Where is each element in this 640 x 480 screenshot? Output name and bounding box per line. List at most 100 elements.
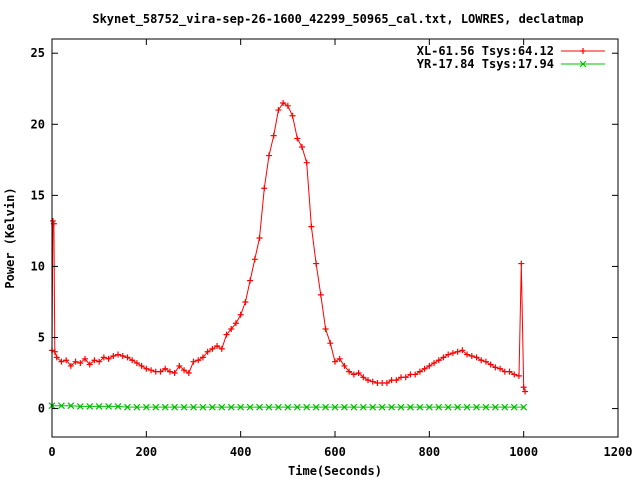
series-line-1	[51, 102, 526, 392]
data-point-series-1	[185, 370, 192, 377]
data-point-series-1	[322, 325, 329, 332]
data-point-series-2	[274, 403, 282, 411]
data-point-series-2	[227, 403, 235, 411]
data-point-series-1	[511, 371, 518, 378]
data-point-series-2	[510, 403, 518, 411]
data-point-series-1	[492, 364, 499, 371]
data-point-series-1	[327, 340, 334, 347]
data-point-series-1	[506, 368, 513, 375]
y-tick-label: 20	[31, 117, 45, 131]
data-point-series-2	[369, 403, 377, 411]
data-point-series-2	[501, 403, 509, 411]
data-point-series-2	[520, 403, 528, 411]
data-point-series-1	[482, 358, 489, 365]
data-point-series-1	[143, 365, 150, 372]
data-point-series-1	[431, 360, 438, 367]
data-point-series-2	[171, 403, 179, 411]
data-point-series-2	[359, 403, 367, 411]
data-point-series-1	[67, 362, 74, 369]
data-point-series-1	[237, 311, 244, 318]
data-point-series-1	[251, 256, 258, 263]
data-point-series-1	[58, 358, 65, 365]
data-point-series-2	[473, 403, 480, 411]
data-point-series-1	[166, 368, 173, 375]
data-point-series-1	[63, 357, 70, 364]
data-point-series-1	[53, 354, 60, 361]
data-point-series-1	[195, 357, 202, 364]
data-point-series-1	[449, 350, 456, 357]
data-point-series-1	[332, 358, 338, 365]
x-tick-label: 600	[324, 445, 346, 459]
y-axis-label: Power (Kelvin)	[3, 187, 17, 288]
data-point-series-2	[388, 403, 396, 411]
data-point-series-2	[407, 403, 414, 411]
data-point-series-1	[520, 384, 527, 391]
y-tick-label: 5	[38, 331, 45, 345]
data-point-series-2	[378, 403, 386, 411]
data-point-series-1	[176, 362, 183, 369]
data-point-series-1	[468, 352, 475, 359]
data-point-series-1	[148, 367, 155, 374]
data-point-series-1	[365, 377, 372, 384]
data-point-series-2	[199, 403, 207, 411]
data-point-series-1	[464, 351, 471, 358]
y-tick-label: 25	[31, 46, 45, 60]
data-point-series-1	[454, 348, 461, 355]
data-point-series-1	[228, 325, 235, 332]
data-point-series-1	[129, 357, 136, 364]
data-point-series-1	[416, 368, 423, 375]
data-point-series-2	[397, 403, 405, 411]
data-point-series-2	[350, 403, 358, 411]
data-point-series-2	[293, 403, 301, 411]
data-point-series-1	[209, 345, 216, 352]
data-point-series-2	[152, 403, 160, 411]
data-point-series-1	[199, 354, 206, 361]
data-point-series-1	[346, 368, 353, 375]
data-point-series-2	[95, 403, 103, 410]
data-point-series-1	[440, 354, 447, 361]
data-point-series-1	[308, 223, 315, 230]
data-point-series-2	[218, 403, 226, 411]
data-point-series-1	[350, 371, 357, 378]
data-point-series-1	[242, 298, 249, 305]
data-point-series-1	[445, 351, 452, 358]
legend-label: XL-61.56 Tsys:64.12	[417, 44, 554, 58]
data-point-series-1	[275, 107, 282, 114]
data-point-series-2	[161, 403, 169, 411]
data-point-series-1	[171, 370, 178, 377]
data-point-series-2	[425, 403, 433, 411]
x-tick-label: 0	[48, 445, 55, 459]
chart-title: Skynet_58752_vira-sep-26-1600_42299_5096…	[92, 12, 583, 27]
data-point-series-1	[421, 365, 428, 372]
x-tick-label: 1200	[604, 445, 633, 459]
data-point-series-1	[77, 360, 84, 367]
data-point-series-1	[190, 358, 197, 365]
data-point-series-1	[497, 365, 504, 372]
data-point-series-2	[463, 403, 471, 411]
legend-marker	[580, 48, 586, 54]
data-point-series-2	[124, 403, 131, 411]
data-point-series-2	[341, 403, 348, 411]
data-point-series-1	[100, 354, 107, 361]
data-point-series-1	[478, 357, 485, 364]
data-point-series-2	[491, 403, 499, 411]
data-point-series-1	[289, 112, 296, 119]
data-point-series-2	[180, 403, 188, 411]
data-point-series-1	[51, 348, 58, 355]
data-point-series-1	[105, 355, 112, 362]
data-point-series-1	[96, 358, 103, 365]
data-point-series-1	[473, 354, 480, 361]
data-point-series-1	[49, 217, 56, 224]
data-point-series-1	[223, 331, 230, 338]
data-point-series-2	[246, 403, 254, 411]
data-point-series-1	[261, 185, 268, 192]
data-point-series-1	[124, 354, 131, 361]
x-tick-label: 200	[135, 445, 157, 459]
data-point-series-1	[256, 235, 263, 241]
legend-label: YR-17.84 Tsys:17.94	[417, 57, 554, 71]
data-point-series-2	[86, 403, 94, 410]
data-point-series-1	[336, 355, 343, 362]
data-point-series-2	[312, 403, 320, 411]
data-point-series-2	[142, 403, 150, 411]
